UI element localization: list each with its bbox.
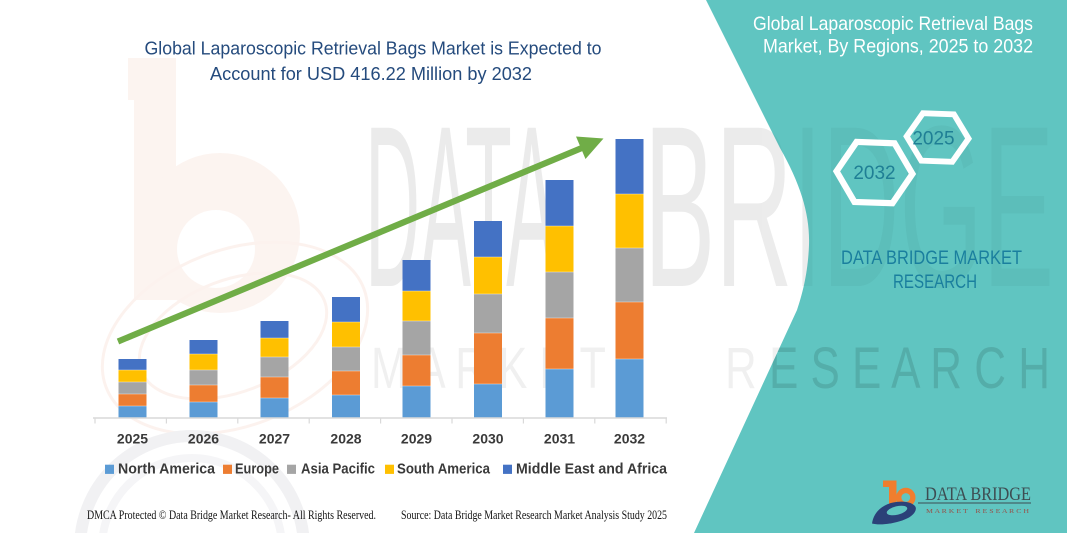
svg-text:R E S E A R C H: R E S E A R C H — [725, 336, 1050, 401]
svg-text:2025: 2025 — [117, 431, 148, 447]
svg-text:2028: 2028 — [330, 431, 361, 447]
svg-text:DMCA Protected © Data Bridge M: DMCA Protected © Data Bridge Market Rese… — [87, 508, 376, 522]
svg-text:Market, By Regions, 2025 to 20: Market, By Regions, 2025 to 2032 — [763, 36, 1033, 58]
svg-text:DATA BRIDGE MARKET: DATA BRIDGE MARKET — [841, 247, 1022, 269]
svg-text:Middle East and Africa: Middle East and Africa — [516, 461, 668, 478]
svg-text:2029: 2029 — [401, 431, 432, 447]
svg-text:Source: Data Bridge Market Res: Source: Data Bridge Market Research Mark… — [401, 508, 667, 522]
svg-text:RESEARCH: RESEARCH — [893, 271, 977, 293]
svg-text:Global Laparoscopic Retrieval: Global Laparoscopic Retrieval Bags — [753, 13, 1033, 35]
svg-text:2027: 2027 — [259, 431, 290, 447]
svg-text:Europe: Europe — [235, 461, 279, 478]
svg-text:2026: 2026 — [188, 431, 219, 447]
svg-text:South America: South America — [397, 461, 491, 478]
svg-text:Asia Pacific: Asia Pacific — [301, 461, 375, 478]
svg-text:DATA BRIDGE: DATA BRIDGE — [925, 484, 1031, 505]
svg-text:M A R K E T R E S E A R C H: M A R K E T R E S E A R C H — [926, 508, 1029, 515]
svg-text:2032: 2032 — [853, 163, 895, 184]
svg-text:DATA: DATA — [365, 78, 557, 335]
svg-text:Global Laparoscopic Retrieval: Global Laparoscopic Retrieval Bags Marke… — [145, 38, 602, 59]
svg-text:Account for USD 416.22 Million: Account for USD 416.22 Million by 2032 — [210, 63, 532, 84]
svg-text:North America: North America — [118, 461, 216, 478]
svg-text:2031: 2031 — [544, 431, 575, 447]
svg-text:2030: 2030 — [472, 431, 503, 447]
svg-text:2025: 2025 — [912, 128, 954, 149]
svg-text:2032: 2032 — [614, 431, 645, 447]
